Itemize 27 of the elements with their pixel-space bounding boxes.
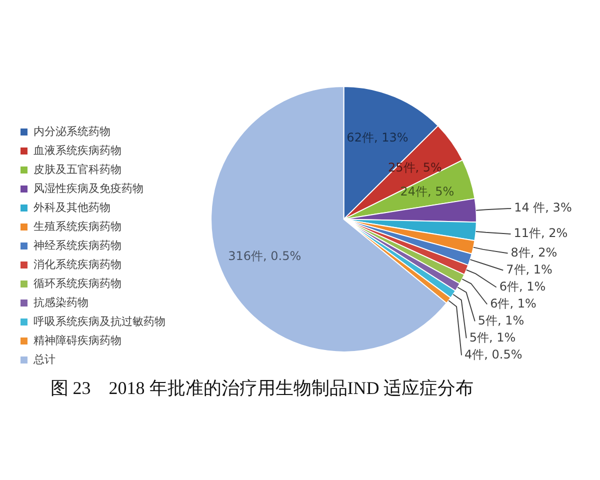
legend-label: 外科及其他药物 bbox=[34, 200, 110, 214]
legend-label: 风湿性疾病及免疫药物 bbox=[34, 182, 144, 195]
data-label: 316件, 0.5% bbox=[228, 248, 302, 263]
legend-label: 生殖系统疾病药物 bbox=[34, 220, 122, 233]
data-label: 4件, 0.5% bbox=[464, 347, 522, 362]
legend-label: 抗感染药物 bbox=[34, 296, 88, 309]
data-label: 6件, 1% bbox=[490, 296, 536, 310]
legend-label: 神经系统疾病药物 bbox=[34, 238, 122, 252]
legend-label: 血液系统疾病药物 bbox=[34, 144, 122, 157]
data-label: 7件, 1% bbox=[506, 262, 552, 276]
data-label: 62件, 13% bbox=[346, 130, 408, 144]
legend-label: 总计 bbox=[32, 352, 56, 366]
legend-label: 消化系统疾病药物 bbox=[34, 258, 122, 271]
data-label: 11件, 2% bbox=[514, 226, 568, 240]
legend-label: 循环系统疾病药物 bbox=[34, 276, 122, 290]
legend-label: 皮肤及五官科药物 bbox=[34, 162, 122, 176]
text: 图 23 2018 年批准的治疗用生物制品IND 适应症分布 bbox=[50, 378, 474, 398]
data-label: 5件, 1% bbox=[469, 330, 516, 344]
data-label: 14 件, 3% bbox=[514, 200, 572, 215]
data-label: 25件, 5% bbox=[388, 160, 442, 174]
legend-label: 精神障碍疾病药物 bbox=[34, 334, 122, 347]
data-label: 8件, 2% bbox=[510, 245, 558, 260]
data-label: 24件, 5% bbox=[400, 184, 454, 199]
legend-label: 呼吸系统疾病及抗过敏药物 bbox=[34, 314, 166, 328]
data-label: 5件, 1% bbox=[478, 313, 524, 328]
data-label: 6件, 1% bbox=[499, 279, 546, 294]
legend-label: 内分泌系统药物 bbox=[34, 124, 110, 138]
